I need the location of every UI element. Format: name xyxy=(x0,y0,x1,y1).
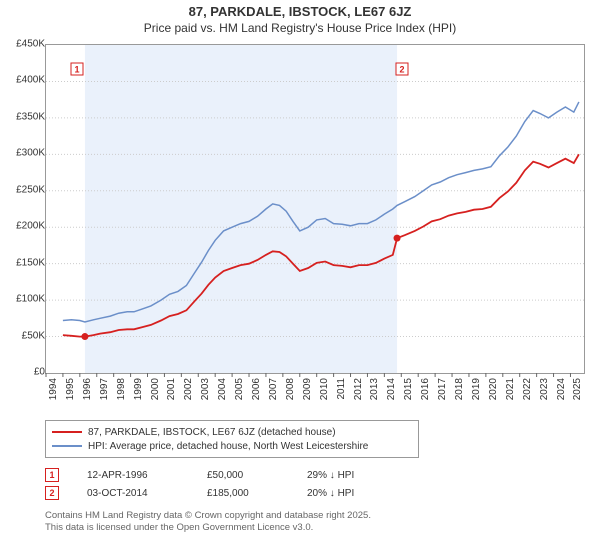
x-axis-label: 2019 xyxy=(471,378,482,408)
x-axis-label: 2008 xyxy=(285,378,296,408)
x-axis-label: 2000 xyxy=(150,378,161,408)
x-axis-label: 2003 xyxy=(200,378,211,408)
x-axis-label: 2022 xyxy=(522,378,533,408)
footer-line-2: This data is licensed under the Open Gov… xyxy=(45,522,371,534)
y-axis-label: £150K xyxy=(5,257,45,268)
x-axis-label: 2025 xyxy=(572,378,583,408)
y-axis-label: £100K xyxy=(5,294,45,305)
footer-line-1: Contains HM Land Registry data © Crown c… xyxy=(45,510,371,522)
legend-swatch xyxy=(52,431,82,433)
x-axis-label: 2010 xyxy=(319,378,330,408)
transaction-row: 1 12-APR-1996 £50,000 29% ↓ HPI xyxy=(45,466,417,484)
x-axis-label: 2011 xyxy=(336,378,347,408)
chart-title: 87, PARKDALE, IBSTOCK, LE67 6JZ xyxy=(0,0,600,19)
x-axis-label: 2004 xyxy=(217,378,228,408)
x-axis-label: 2006 xyxy=(251,378,262,408)
x-axis-label: 2002 xyxy=(183,378,194,408)
x-axis-label: 1998 xyxy=(116,378,127,408)
x-axis-label: 2005 xyxy=(234,378,245,408)
x-axis-label: 2024 xyxy=(556,378,567,408)
x-axis-label: 1997 xyxy=(99,378,110,408)
x-axis-label: 1999 xyxy=(133,378,144,408)
transaction-date: 03-OCT-2014 xyxy=(87,488,197,499)
x-axis-label: 2007 xyxy=(268,378,279,408)
x-axis-label: 2014 xyxy=(386,378,397,408)
legend-label: 87, PARKDALE, IBSTOCK, LE67 6JZ (detache… xyxy=(88,427,336,438)
transaction-table: 1 12-APR-1996 £50,000 29% ↓ HPI 2 03-OCT-2014… xyxy=(45,466,417,502)
y-axis-label: £0 xyxy=(5,367,45,378)
y-axis-label: £450K xyxy=(5,39,45,50)
x-axis-label: 2015 xyxy=(403,378,414,408)
x-axis-label: 2017 xyxy=(437,378,448,408)
chart-svg: 12 xyxy=(46,45,584,373)
x-axis-label: 2001 xyxy=(166,378,177,408)
transaction-marker: 2 xyxy=(45,486,59,500)
x-axis-label: 2018 xyxy=(454,378,465,408)
legend: 87, PARKDALE, IBSTOCK, LE67 6JZ (detache… xyxy=(45,420,419,458)
x-axis-label: 2021 xyxy=(505,378,516,408)
transaction-delta: 29% ↓ HPI xyxy=(307,470,417,481)
legend-item: 87, PARKDALE, IBSTOCK, LE67 6JZ (detache… xyxy=(52,425,412,439)
y-axis-label: £200K xyxy=(5,221,45,232)
plot-area: 12 xyxy=(45,44,585,374)
x-axis-label: 2020 xyxy=(488,378,499,408)
x-axis-label: 1996 xyxy=(82,378,93,408)
x-axis-label: 1994 xyxy=(48,378,59,408)
x-axis-label: 1995 xyxy=(65,378,76,408)
y-axis-label: £300K xyxy=(5,148,45,159)
footer-credits: Contains HM Land Registry data © Crown c… xyxy=(45,510,371,535)
y-axis-label: £400K xyxy=(5,75,45,86)
legend-item: HPI: Average price, detached house, Nort… xyxy=(52,439,412,453)
svg-text:1: 1 xyxy=(74,65,79,75)
legend-label: HPI: Average price, detached house, Nort… xyxy=(88,441,368,452)
transaction-delta: 20% ↓ HPI xyxy=(307,488,417,499)
legend-swatch xyxy=(52,445,82,447)
x-axis-label: 2016 xyxy=(420,378,431,408)
y-axis-label: £50K xyxy=(5,330,45,341)
chart-subtitle: Price paid vs. HM Land Registry's House … xyxy=(0,19,600,35)
y-axis-label: £250K xyxy=(5,184,45,195)
y-axis-label: £350K xyxy=(5,111,45,122)
x-axis-label: 2012 xyxy=(353,378,364,408)
svg-text:2: 2 xyxy=(399,65,404,75)
transaction-price: £50,000 xyxy=(207,470,297,481)
transaction-row: 2 03-OCT-2014 £185,000 20% ↓ HPI xyxy=(45,484,417,502)
transaction-marker: 1 xyxy=(45,468,59,482)
transaction-date: 12-APR-1996 xyxy=(87,470,197,481)
x-axis-label: 2023 xyxy=(539,378,550,408)
chart-container: 87, PARKDALE, IBSTOCK, LE67 6JZ Price pa… xyxy=(0,0,600,560)
transaction-price: £185,000 xyxy=(207,488,297,499)
x-axis-label: 2009 xyxy=(302,378,313,408)
x-axis-label: 2013 xyxy=(369,378,380,408)
